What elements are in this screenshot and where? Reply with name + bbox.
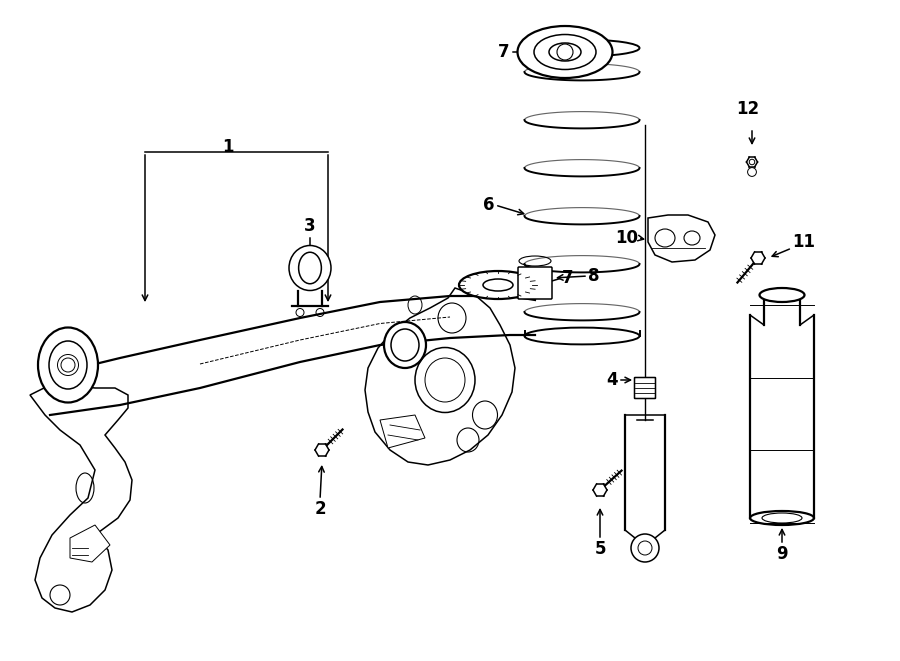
- Ellipse shape: [384, 322, 426, 368]
- Text: 9: 9: [776, 545, 788, 563]
- Ellipse shape: [289, 245, 331, 290]
- Circle shape: [631, 534, 659, 562]
- Text: 6: 6: [483, 196, 495, 214]
- Ellipse shape: [299, 253, 321, 284]
- Text: 8: 8: [588, 267, 599, 285]
- Polygon shape: [70, 525, 110, 562]
- Text: 4: 4: [607, 371, 618, 389]
- Polygon shape: [365, 288, 515, 465]
- Polygon shape: [30, 385, 132, 612]
- Polygon shape: [648, 215, 715, 262]
- Polygon shape: [50, 296, 535, 415]
- Text: 11: 11: [792, 233, 815, 251]
- Text: 1: 1: [222, 138, 234, 156]
- FancyBboxPatch shape: [518, 267, 552, 299]
- Text: 12: 12: [736, 100, 760, 118]
- Text: 5: 5: [594, 540, 606, 558]
- Ellipse shape: [518, 26, 613, 78]
- Circle shape: [748, 168, 756, 176]
- Polygon shape: [380, 415, 425, 448]
- Text: 3: 3: [304, 217, 316, 235]
- Text: 7: 7: [499, 43, 510, 61]
- Ellipse shape: [459, 271, 537, 299]
- Ellipse shape: [38, 327, 98, 403]
- FancyBboxPatch shape: [634, 377, 655, 399]
- Text: 10: 10: [615, 229, 638, 247]
- Ellipse shape: [760, 288, 805, 302]
- Text: 2: 2: [314, 500, 326, 518]
- Text: 7: 7: [562, 269, 573, 287]
